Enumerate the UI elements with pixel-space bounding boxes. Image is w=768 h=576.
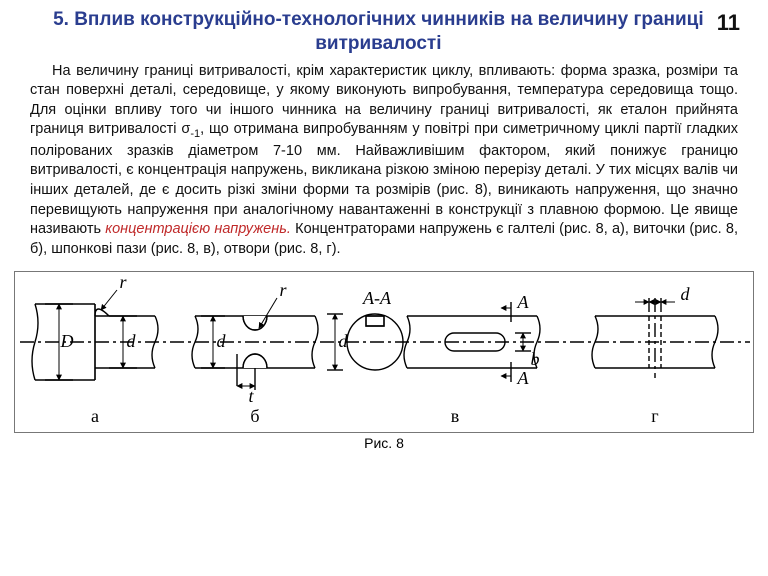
svg-text:d: d: [217, 331, 227, 351]
figure-svg: r Dd а r d tб A-A d A Ab в d г: [15, 272, 755, 432]
page-number: 11: [717, 10, 740, 36]
svg-text:в: в: [451, 406, 460, 426]
svg-text:b: b: [531, 349, 540, 369]
svg-text:а: а: [91, 406, 99, 426]
figure-caption: Рис. 8: [0, 435, 768, 451]
figure-8: r Dd а r d tб A-A d A Ab в d г: [14, 271, 754, 433]
svg-text:d: d: [681, 284, 691, 304]
svg-text:A: A: [517, 292, 530, 312]
svg-text:A-A: A-A: [362, 288, 392, 308]
svg-text:г: г: [651, 406, 658, 426]
body-paragraph: На величину границі витривалості, крім х…: [0, 60, 768, 260]
highlight-term: концентрацією напружень.: [105, 221, 291, 237]
body-mid: , що отримана випробуванням у повітрі пр…: [30, 121, 738, 237]
svg-text:A: A: [517, 368, 530, 388]
svg-text:d: d: [127, 331, 137, 351]
svg-text:r: r: [279, 280, 287, 300]
svg-text:t: t: [248, 386, 254, 406]
svg-text:б: б: [250, 406, 259, 426]
svg-text:d: d: [339, 331, 349, 351]
svg-text:r: r: [119, 272, 127, 292]
svg-text:D: D: [60, 331, 74, 351]
sigma-sub: -1: [190, 128, 200, 140]
page-title: 5. Вплив конструкційно-технологічних чин…: [50, 8, 707, 56]
